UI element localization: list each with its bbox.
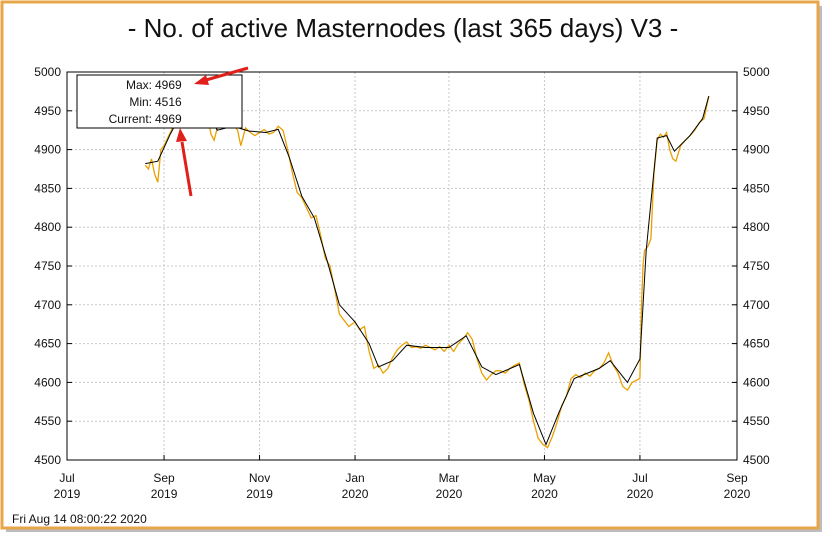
x-tick-label-year: 2019: [246, 487, 273, 501]
y-tick-label-right: 4650: [743, 337, 770, 351]
arrow-to-max-head: [194, 75, 209, 85]
y-tick-label-left: 4750: [34, 259, 61, 273]
y-tick-label-right: 4950: [743, 104, 770, 118]
y-tick-label-left: 4500: [34, 453, 61, 467]
x-tick-label-month: Jan: [345, 471, 364, 485]
y-tick-label-left: 4650: [34, 337, 61, 351]
annotation-arrows: [176, 66, 249, 197]
y-tick-label-right: 4750: [743, 259, 770, 273]
legend-box: Max: 4969 Min: 4516 Current: 4969: [76, 74, 243, 129]
y-tick-label-right: 4900: [743, 143, 770, 157]
y-tick-label-left: 4850: [34, 181, 61, 195]
y-tick-label-left: 4550: [34, 414, 61, 428]
y-tick-label-right: 4500: [743, 453, 770, 467]
x-tick-label-month: Sep: [153, 471, 175, 485]
x-tick-label-month: Nov: [249, 471, 270, 485]
footer-timestamp: Fri Aug 14 08:00:22 2020: [12, 512, 147, 526]
legend-current-label: Current:: [109, 112, 152, 126]
y-tick-label-left: 4600: [34, 375, 61, 389]
x-tick-label-year: 2019: [151, 487, 178, 501]
x-tick-label-month: Sep: [726, 471, 748, 485]
y-tick-label-right: 5000: [743, 65, 770, 79]
y-tick-label-left: 4800: [34, 220, 61, 234]
legend-border: [76, 74, 243, 129]
x-tick-label-year: 2020: [627, 487, 654, 501]
legend-min-value: 4516: [155, 95, 182, 109]
legend-max-value: 4969: [155, 78, 182, 92]
legend-min-label: Min:: [129, 95, 152, 109]
x-tick-label-year: 2019: [54, 487, 81, 501]
chart-title: - No. of active Masternodes (last 365 da…: [128, 13, 679, 43]
y-tick-label-right: 4550: [743, 414, 770, 428]
x-tick-label-month: Jul: [632, 471, 647, 485]
x-tick-label-month: Jul: [59, 471, 74, 485]
y-tick-label-left: 4700: [34, 298, 61, 312]
y-tick-label-right: 4850: [743, 181, 770, 195]
arrow-to-current-head: [176, 128, 187, 142]
x-tick-label-year: 2020: [436, 487, 463, 501]
y-tick-label-right: 4800: [743, 220, 770, 234]
x-tick-label-year: 2020: [531, 487, 558, 501]
y-tick-label-left: 5000: [34, 65, 61, 79]
arrow-to-max: [205, 66, 249, 82]
x-tick-label-year: 2020: [342, 487, 369, 501]
arrow-to-current: [180, 141, 193, 197]
y-tick-label-left: 4950: [34, 104, 61, 118]
legend-current-value: 4969: [155, 112, 182, 126]
x-tick-label-month: Mar: [439, 471, 460, 485]
y-tick-label-left: 4900: [34, 143, 61, 157]
y-tick-label-right: 4600: [743, 375, 770, 389]
x-axis: Jul 2019 Sep 2019 Nov 2019 Jan 2020 Mar 2020 May 20…: [54, 455, 751, 501]
y-axis-right: 4500 4550 4600 4650 4700 4750 4800 4850 4900 4950…: [732, 65, 770, 467]
x-tick-label-month: May: [533, 471, 556, 485]
legend-max-label: Max:: [126, 78, 152, 92]
y-axis-left: 4500 4550 4600 4650 4700 4750 4800 4850 4900 4950…: [34, 65, 72, 467]
y-tick-label-right: 4700: [743, 298, 770, 312]
x-tick-label-year: 2020: [724, 487, 751, 501]
